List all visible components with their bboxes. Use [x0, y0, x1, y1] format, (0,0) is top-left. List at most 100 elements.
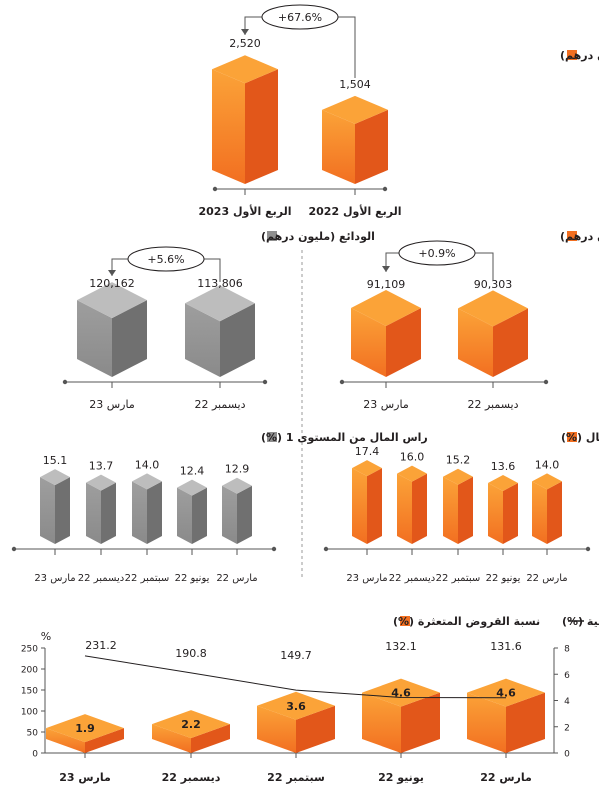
loans-change-label: +0.9%: [418, 247, 455, 260]
capital-adequacy-axis-end-right: [585, 546, 591, 552]
cube-top-face: [458, 290, 528, 327]
deposits-axis-end-left: [62, 379, 68, 385]
cube-top-face: [257, 691, 335, 720]
operating-income-axis-end-right: [382, 186, 388, 192]
operating-income-value-label-0: 2,520: [229, 37, 261, 50]
cube-left-face: [222, 485, 237, 544]
legend-deposits-square: [267, 231, 277, 241]
npl-value-label-3: 4.6: [391, 687, 411, 700]
cube-top-face: [40, 469, 70, 486]
cube-left-face: [352, 468, 367, 544]
npl-category-label-1: ديسمبر 22: [162, 771, 221, 784]
cube-left-face: [458, 308, 493, 377]
legend-operating-income-square: [567, 50, 577, 60]
tier1-capital-legend-square: [267, 432, 277, 442]
cube-top-face: [185, 285, 255, 322]
capital-adequacy-bar-4: [532, 473, 562, 544]
loans-bar-1: [458, 290, 528, 377]
loans-value-label-1: 90,303: [474, 278, 513, 291]
capital-adequacy-category-label-2: سبتمبر 22: [436, 573, 481, 584]
tier1-capital-bar-2: [132, 473, 162, 544]
coverage-value-label-1: 190.8: [175, 647, 207, 660]
capital-adequacy-category-label-1: ديسمبر 22: [389, 573, 435, 584]
npl-category-label-3: يونيو 22: [378, 771, 424, 784]
cube-right-face: [192, 487, 207, 544]
operating-income-bar-1: [322, 95, 388, 184]
cube-top-face: [443, 468, 473, 485]
left-axis-unit-label: %: [41, 630, 51, 643]
loans-change-arrowhead: [382, 266, 390, 272]
cube-right-face: [191, 724, 230, 753]
deposits-axis-end-right: [262, 379, 268, 385]
operating-income-value-label-1: 1,504: [339, 78, 371, 91]
tier1-capital-category-label-1: ديسمبر 22: [78, 573, 124, 584]
deposits-title: الودائع (مليون درهم): [261, 230, 375, 243]
npl-bar-4: [467, 678, 545, 753]
cube-top-face: [77, 282, 147, 319]
deposits-change-arrowhead: [108, 270, 116, 276]
tier1-capital-bar-3: [177, 479, 207, 544]
npl-legend-square: [400, 616, 410, 626]
cube-right-face: [85, 728, 124, 753]
loans-axis-end-right: [543, 379, 549, 385]
coverage-line: [84, 655, 507, 699]
npl-legend-label: نسبة القروض المتعثرة (%): [393, 615, 540, 628]
tier1-capital-value-label-2: 14.0: [135, 458, 160, 471]
left-y-tick-label: 150: [21, 687, 38, 697]
tier1-capital-bar-0: [40, 469, 70, 544]
operating-income-change-arrowhead: [241, 29, 249, 35]
npl-category-label-4: مارس 22: [480, 771, 532, 784]
cube-right-face: [506, 692, 545, 753]
tier1-capital-value-label-3: 12.4: [180, 465, 205, 478]
capital-adequacy-bar-3: [488, 474, 518, 544]
capital-adequacy-title: كفاية راس المال (%): [561, 431, 599, 444]
npl-bar-1: [152, 710, 230, 753]
capital-adequacy-value-label-1: 16.0: [400, 451, 425, 464]
operating-income-title: الدخل التشغيلي (مليون درهم): [560, 49, 599, 62]
loans-axis-end-left: [339, 379, 345, 385]
cube-top-face: [532, 473, 562, 490]
cube-top-face: [132, 473, 162, 490]
cube-right-face: [245, 69, 278, 184]
cube-left-face: [152, 724, 191, 753]
deposits-change-connector-line: [204, 258, 221, 282]
npl-value-label-1: 2.2: [181, 718, 201, 731]
deposits-category-label-0: مارس 23: [89, 398, 135, 411]
loans-change-arrow-line: [385, 252, 399, 272]
deposits-change-label: +5.6%: [147, 253, 184, 266]
capital-adequacy-category-label-4: مارس 22: [526, 573, 567, 584]
capital-adequacy-value-label-3: 13.6: [491, 460, 516, 473]
loans-bar-0: [351, 289, 421, 377]
cube-left-face: [212, 69, 245, 184]
cube-top-face: [86, 474, 116, 491]
npl-bar-0: [46, 714, 124, 753]
npl-category-label-0: مارس 23: [59, 771, 111, 784]
tier1-capital-axis-end-right: [271, 546, 277, 552]
loans-category-label-0: مارس 23: [363, 398, 409, 411]
cube-left-face: [185, 303, 220, 377]
npl-bar-3: [362, 678, 440, 753]
cube-left-face: [322, 109, 355, 184]
capital-adequacy-category-label-3: يونيو 22: [486, 573, 521, 584]
cube-top-face: [397, 465, 427, 482]
left-y-tick-label: 100: [21, 708, 38, 718]
operating-income-category-label-1: الربع الأول 2022: [308, 204, 401, 218]
cube-top-face: [352, 460, 382, 477]
cube-left-face: [86, 482, 101, 544]
loans-change-connector-line: [475, 252, 494, 280]
capital-adequacy-bar-0: [352, 460, 382, 544]
tier1-capital-category-label-0: مارس 23: [34, 573, 75, 584]
coverage-value-label-2: 149.7: [280, 649, 312, 662]
coverage-value-label-0: 231.2: [85, 639, 117, 652]
npl-bar-2: [257, 691, 335, 753]
cube-right-face: [493, 308, 528, 377]
capital-adequacy-legend-square: [567, 432, 577, 442]
tier1-capital-category-label-3: يونيو 22: [175, 573, 210, 584]
deposits-bar-1: [185, 285, 255, 377]
legend-loans-square: [567, 231, 577, 241]
cube-top-face: [467, 678, 545, 707]
cube-top-face: [322, 95, 388, 124]
cube-left-face: [532, 481, 547, 544]
